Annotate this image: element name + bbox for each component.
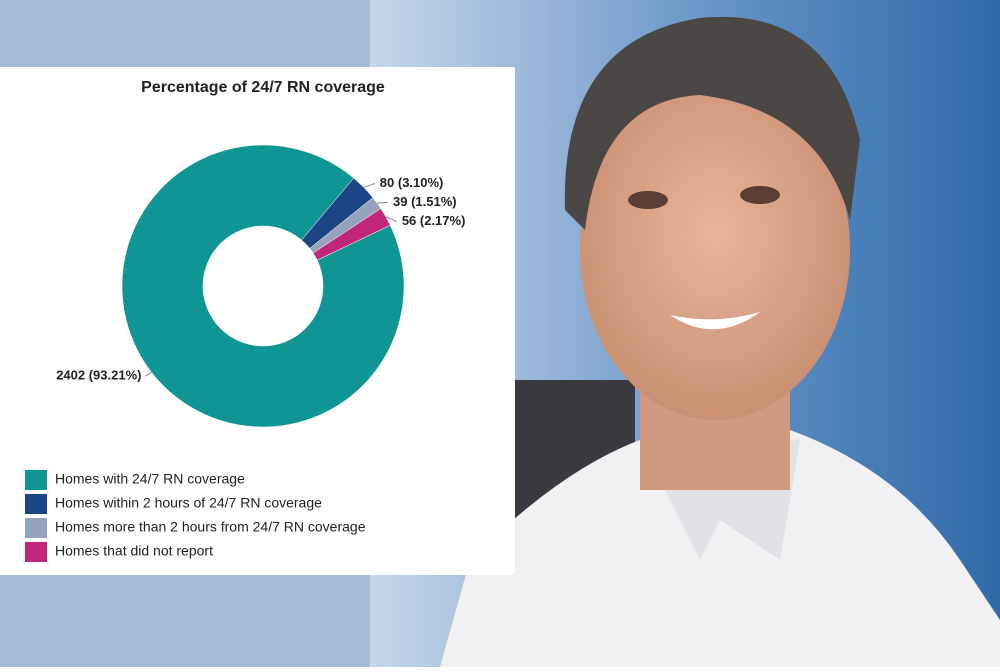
data-label: 39 (1.51%) — [393, 194, 457, 209]
leader-line — [145, 371, 152, 377]
legend-swatch — [25, 470, 47, 490]
mouth — [670, 312, 760, 330]
pie-slice — [312, 208, 391, 261]
chart-title: Percentage of 24/7 RN coverage — [141, 79, 385, 96]
data-label: 56 (2.17%) — [402, 213, 466, 228]
legend-label: Homes within 2 hours of 24/7 RN coverage — [55, 495, 322, 511]
leader-line — [385, 216, 398, 222]
data-label: 80 (3.10%) — [380, 175, 444, 190]
legend-label: Homes more than 2 hours from 24/7 RN cov… — [55, 519, 366, 535]
legend-swatch — [25, 494, 47, 514]
shirt — [440, 430, 1000, 667]
eye — [628, 191, 668, 209]
leader-line — [376, 201, 389, 204]
legend-label: Homes that did not report — [55, 543, 213, 559]
hair — [564, 16, 860, 230]
leader-line — [363, 182, 375, 188]
face — [580, 80, 850, 420]
pie-slice — [121, 144, 405, 428]
eye — [740, 186, 780, 204]
legend-swatch — [25, 518, 47, 538]
data-label: 2402 (93.21%) — [56, 368, 141, 383]
legend-swatch — [25, 542, 47, 562]
legend-label: Homes with 24/7 RN coverage — [55, 471, 245, 487]
